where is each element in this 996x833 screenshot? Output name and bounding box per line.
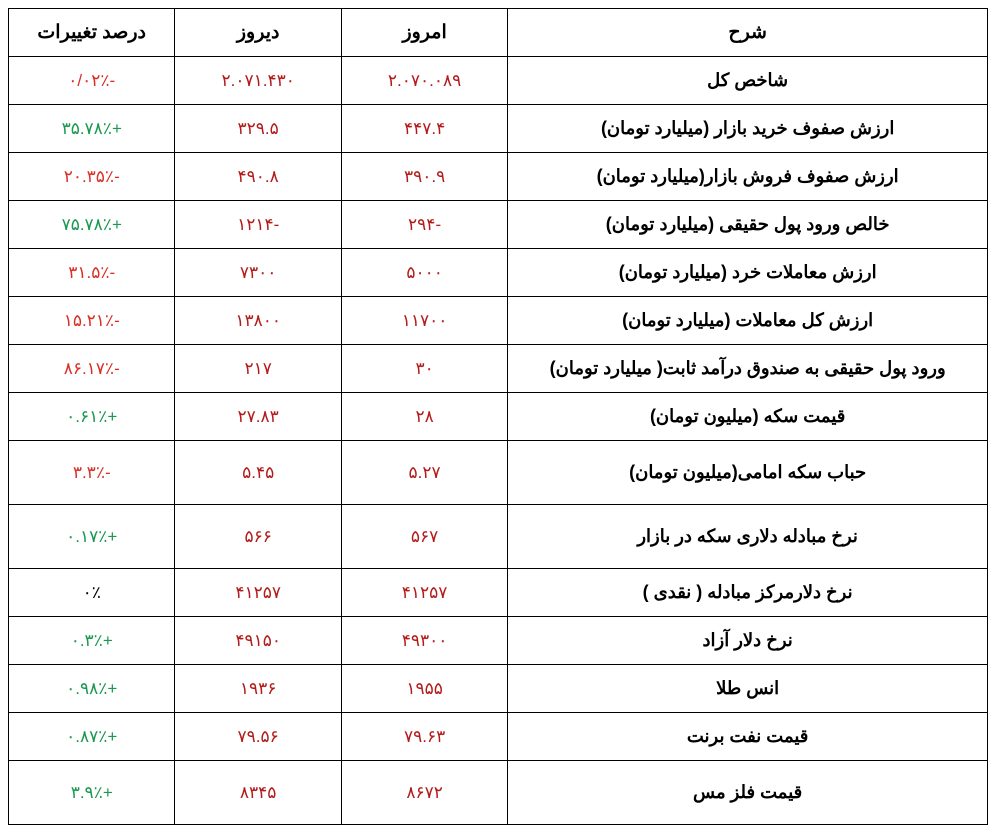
cell-change: +۰.۸۷٪ (9, 713, 175, 761)
cell-change: -۳۱.۵٪ (9, 249, 175, 297)
header-description: شرح (508, 9, 988, 57)
cell-change: -۳.۳٪ (9, 441, 175, 505)
cell-description: نرخ مبادله دلاری سکه در بازار (508, 505, 988, 569)
header-row: شرح امروز دیروز درصد تغییرات (9, 9, 988, 57)
cell-yesterday: ۳۲۹.۵ (175, 105, 341, 153)
cell-description: قیمت فلز مس (508, 761, 988, 825)
cell-today: ۲.۰۷۰.۰۸۹ (341, 57, 507, 105)
table-row: شاخص کل۲.۰۷۰.۰۸۹۲.۰۷۱.۴۳۰-۰/۰۲٪ (9, 57, 988, 105)
cell-today: ۱۹۵۵ (341, 665, 507, 713)
cell-today: ۳۹۰.۹ (341, 153, 507, 201)
cell-yesterday: ۴۱۲۵۷ (175, 569, 341, 617)
cell-today: ۴۹۳۰۰ (341, 617, 507, 665)
cell-change: -۱۵.۲۱٪ (9, 297, 175, 345)
table-row: ارزش صفوف خرید بازار (میلیارد تومان)۴۴۷.… (9, 105, 988, 153)
cell-today: ۲۸ (341, 393, 507, 441)
cell-yesterday: ۵.۴۵ (175, 441, 341, 505)
cell-today: ۳۰ (341, 345, 507, 393)
cell-change: +۰.۶۱٪ (9, 393, 175, 441)
cell-yesterday: ۱۹۳۶ (175, 665, 341, 713)
table-row: ارزش معاملات خرد (میلیارد تومان)۵۰۰۰۷۳۰۰… (9, 249, 988, 297)
cell-description: حباب سکه امامی(میلیون تومان) (508, 441, 988, 505)
cell-today: ۷۹.۶۳ (341, 713, 507, 761)
cell-description: خالص ورود پول حقیقی (میلیارد تومان) (508, 201, 988, 249)
table-row: انس طلا۱۹۵۵۱۹۳۶+۰.۹۸٪ (9, 665, 988, 713)
cell-today: -۲۹۴ (341, 201, 507, 249)
table-row: نرخ مبادله دلاری سکه در بازار۵۶۷۵۶۶+۰.۱۷… (9, 505, 988, 569)
cell-today: ۱۱۷۰۰ (341, 297, 507, 345)
cell-description: نرخ دلارمرکز مبادله ( نقدی ) (508, 569, 988, 617)
cell-change: +۳۵.۷۸٪ (9, 105, 175, 153)
cell-yesterday: ۱۳۸۰۰ (175, 297, 341, 345)
cell-change: ۰٪ (9, 569, 175, 617)
cell-description: شاخص کل (508, 57, 988, 105)
cell-today: ۵۶۷ (341, 505, 507, 569)
cell-yesterday: ۲۷.۸۳ (175, 393, 341, 441)
table-row: حباب سکه امامی(میلیون تومان)۵.۲۷۵.۴۵-۳.۳… (9, 441, 988, 505)
cell-description: قیمت سکه (میلیون تومان) (508, 393, 988, 441)
cell-change: +۰.۱۷٪ (9, 505, 175, 569)
cell-yesterday: ۴۹۱۵۰ (175, 617, 341, 665)
table-body: شاخص کل۲.۰۷۰.۰۸۹۲.۰۷۱.۴۳۰-۰/۰۲٪ارزش صفوف… (9, 57, 988, 825)
cell-today: ۴۱۲۵۷ (341, 569, 507, 617)
cell-description: ارزش صفوف خرید بازار (میلیارد تومان) (508, 105, 988, 153)
table-row: نرخ دلارمرکز مبادله ( نقدی )۴۱۲۵۷۴۱۲۵۷۰٪ (9, 569, 988, 617)
cell-description: قیمت نفت برنت (508, 713, 988, 761)
cell-description: ارزش صفوف فروش بازار(میلیارد تومان) (508, 153, 988, 201)
cell-today: ۴۴۷.۴ (341, 105, 507, 153)
cell-today: ۸۶۷۲ (341, 761, 507, 825)
table-row: ارزش کل معاملات (میلیارد تومان)۱۱۷۰۰۱۳۸۰… (9, 297, 988, 345)
cell-description: انس طلا (508, 665, 988, 713)
cell-description: نرخ دلار آزاد (508, 617, 988, 665)
cell-today: ۵.۲۷ (341, 441, 507, 505)
header-change: درصد تغییرات (9, 9, 175, 57)
cell-change: -۰/۰۲٪ (9, 57, 175, 105)
cell-yesterday: ۲.۰۷۱.۴۳۰ (175, 57, 341, 105)
cell-yesterday: ۴۹۰.۸ (175, 153, 341, 201)
cell-yesterday: ۸۳۴۵ (175, 761, 341, 825)
table-row: خالص ورود پول حقیقی (میلیارد تومان)-۲۹۴-… (9, 201, 988, 249)
header-yesterday: دیروز (175, 9, 341, 57)
table-row: ورود پول حقیقی به صندوق درآمد ثابت( میلی… (9, 345, 988, 393)
header-today: امروز (341, 9, 507, 57)
cell-yesterday: ۲۱۷ (175, 345, 341, 393)
cell-description: ارزش کل معاملات (میلیارد تومان) (508, 297, 988, 345)
cell-change: -۸۶.۱۷٪ (9, 345, 175, 393)
cell-today: ۵۰۰۰ (341, 249, 507, 297)
cell-description: ارزش معاملات خرد (میلیارد تومان) (508, 249, 988, 297)
cell-yesterday: ۵۶۶ (175, 505, 341, 569)
market-table: شرح امروز دیروز درصد تغییرات شاخص کل۲.۰۷… (8, 8, 988, 825)
cell-yesterday: ۷۹.۵۶ (175, 713, 341, 761)
cell-change: +۳.۹٪ (9, 761, 175, 825)
table-row: قیمت سکه (میلیون تومان)۲۸۲۷.۸۳+۰.۶۱٪ (9, 393, 988, 441)
cell-description: ورود پول حقیقی به صندوق درآمد ثابت( میلی… (508, 345, 988, 393)
cell-yesterday: -۱۲۱۴ (175, 201, 341, 249)
cell-change: +۰.۹۸٪ (9, 665, 175, 713)
cell-change: +۷۵.۷۸٪ (9, 201, 175, 249)
cell-yesterday: ۷۳۰۰ (175, 249, 341, 297)
table-row: ارزش صفوف فروش بازار(میلیارد تومان)۳۹۰.۹… (9, 153, 988, 201)
cell-change: -۲۰.۳۵٪ (9, 153, 175, 201)
table-row: قیمت فلز مس۸۶۷۲۸۳۴۵+۳.۹٪ (9, 761, 988, 825)
table-row: قیمت نفت برنت۷۹.۶۳۷۹.۵۶+۰.۸۷٪ (9, 713, 988, 761)
cell-change: +۰.۳٪ (9, 617, 175, 665)
table-row: نرخ دلار آزاد۴۹۳۰۰۴۹۱۵۰+۰.۳٪ (9, 617, 988, 665)
